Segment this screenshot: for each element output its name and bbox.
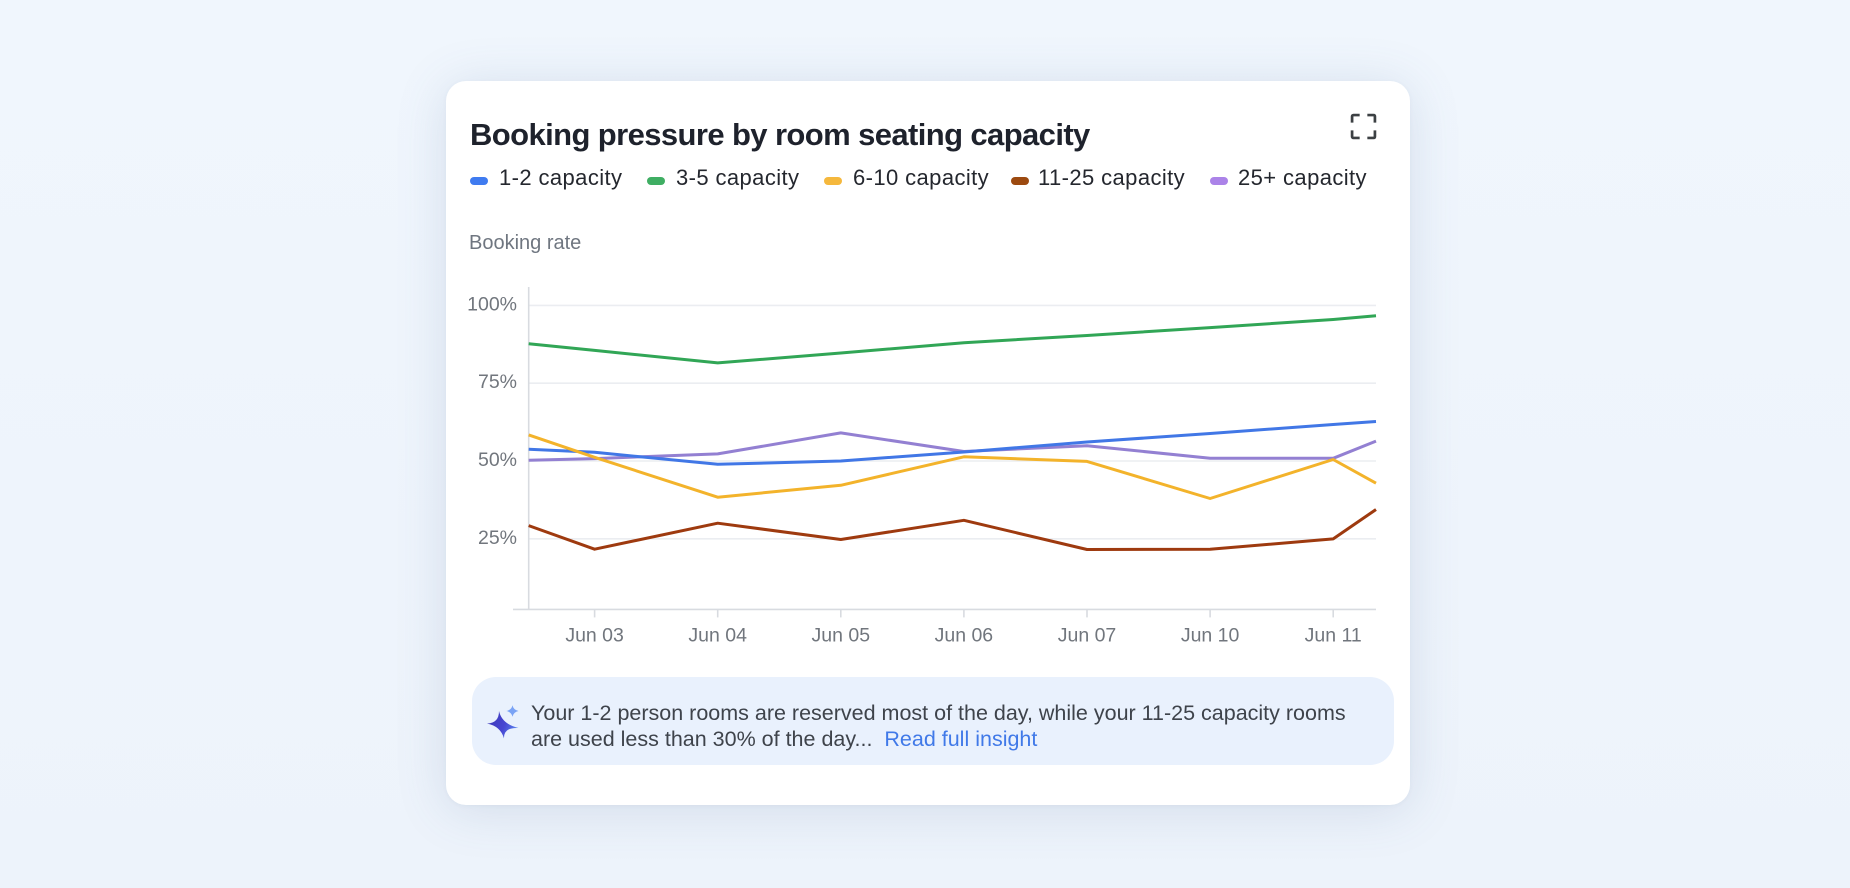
svg-text:Jun 03: Jun 03 xyxy=(565,625,624,647)
svg-text:Jun 10: Jun 10 xyxy=(1181,625,1240,647)
svg-text:Jun 11: Jun 11 xyxy=(1305,625,1362,647)
svg-text:100%: 100% xyxy=(467,293,517,315)
svg-text:25%: 25% xyxy=(478,527,517,549)
svg-text:Jun 06: Jun 06 xyxy=(935,625,994,647)
svg-text:75%: 75% xyxy=(478,371,517,393)
svg-text:Jun 04: Jun 04 xyxy=(688,625,747,647)
svg-text:Jun 07: Jun 07 xyxy=(1058,625,1117,647)
svg-text:Jun 05: Jun 05 xyxy=(812,625,871,647)
svg-text:50%: 50% xyxy=(478,449,517,471)
